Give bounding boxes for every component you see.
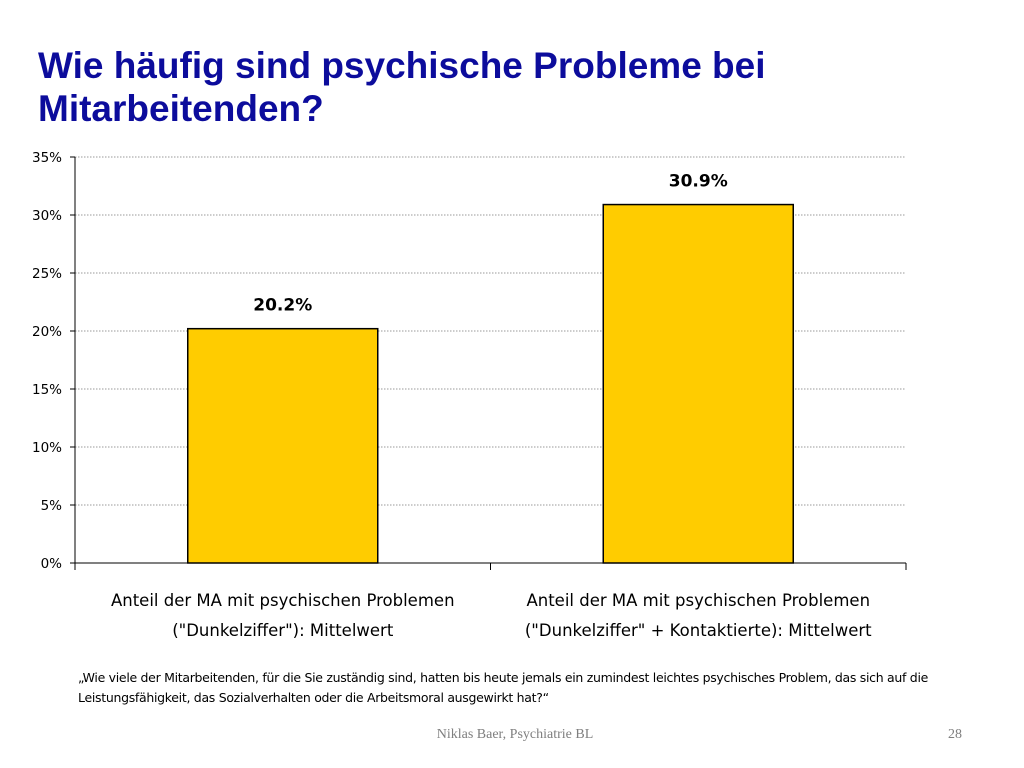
slide-title: Wie häufig sind psychische Probleme bei … bbox=[38, 45, 766, 129]
category-label: Anteil der MA mit psychischen Problemen bbox=[526, 591, 870, 610]
survey-question-note: „Wie viele der Mitarbeitenden, für die S… bbox=[78, 670, 929, 705]
category-label: ("Dunkelziffer"): Mittelwert bbox=[172, 621, 394, 640]
y-tick-label: 30% bbox=[32, 208, 62, 224]
y-tick-label: 35% bbox=[32, 150, 62, 166]
y-tick-label: 10% bbox=[32, 440, 62, 456]
data-label: 20.2% bbox=[253, 296, 312, 316]
bar bbox=[602, 203, 794, 564]
data-label: 30.9% bbox=[669, 172, 728, 192]
y-tick-label: 20% bbox=[32, 324, 62, 340]
footer-author: Niklas Baer, Psychiatrie BL bbox=[436, 727, 594, 742]
bar-chart: 0% 5% 10% 15% 20% 25% 30% 35% 20.2% Anteil der MA… bbox=[32, 150, 907, 640]
y-tick-label: 0% bbox=[41, 556, 63, 572]
category-label: Anteil der MA mit psychischen Problemen bbox=[111, 591, 455, 610]
y-tick-label: 25% bbox=[32, 266, 62, 282]
page-number: 28 bbox=[948, 727, 962, 742]
category-label: ("Dunkelziffer" + Kontaktierte): Mittelw… bbox=[525, 621, 872, 640]
y-tick-label: 5% bbox=[41, 498, 63, 514]
bar bbox=[187, 327, 379, 564]
y-tick-label: 15% bbox=[32, 382, 62, 398]
